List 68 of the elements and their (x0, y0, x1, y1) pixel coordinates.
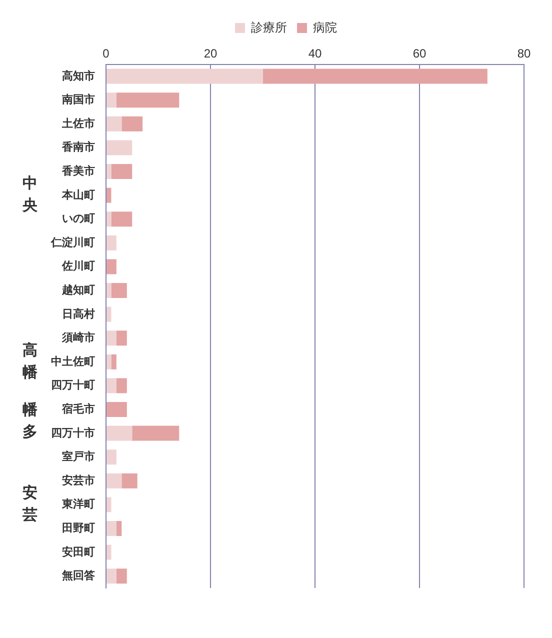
y-tick-label: 高知市 (62, 69, 95, 82)
bar (106, 116, 122, 132)
y-tick-label: 田野町 (62, 522, 95, 535)
y-tick-label: いの町 (62, 213, 95, 226)
y-tick-label: 東洋町 (61, 498, 95, 511)
x-tick-label: 80 (517, 46, 531, 61)
y-tick-label: 室戸市 (62, 450, 95, 464)
bar (106, 188, 112, 203)
bar (262, 68, 488, 84)
y-tick-label: 仁淀川町 (50, 236, 95, 249)
x-tick-label: 20 (204, 46, 218, 61)
bar (106, 164, 112, 179)
y-tick-label: 須崎市 (61, 331, 95, 344)
bar (116, 521, 122, 536)
y-tick-label: 四万十町 (51, 378, 95, 392)
bar (111, 354, 116, 370)
x-tick-label: 40 (308, 46, 322, 61)
bar (116, 568, 127, 584)
text: 高幡 (22, 340, 38, 381)
bar (106, 473, 122, 488)
x-tick-label: 0 (102, 46, 110, 61)
bar (106, 259, 116, 274)
bar (106, 544, 112, 560)
bar (111, 212, 132, 227)
x-tick-label: 60 (412, 46, 426, 61)
bar (116, 92, 180, 108)
y-tick-label: 本山町 (61, 188, 95, 202)
y-tick-label: 安芸市 (62, 474, 95, 487)
y-tick-label: 越知町 (61, 284, 95, 297)
text: 中央 (22, 174, 38, 214)
bar (106, 354, 112, 370)
legend-label: 病院 (313, 20, 337, 34)
bar (106, 497, 112, 512)
y-tick-label: 四万十市 (51, 426, 95, 440)
bar (106, 402, 127, 417)
bar (106, 330, 116, 346)
bar (106, 378, 116, 394)
text: 安芸 (22, 484, 38, 524)
bar (106, 306, 112, 322)
bar (116, 378, 127, 394)
bar (122, 473, 138, 488)
bar (106, 450, 116, 465)
y-tick-label: 香美市 (61, 164, 95, 178)
bar (106, 68, 263, 84)
bar (111, 164, 132, 179)
bar (106, 426, 132, 441)
y-tick-label: 日高村 (62, 307, 95, 320)
y-tick-label: 香南市 (61, 140, 95, 154)
y-tick-label: 南国市 (61, 93, 95, 106)
y-tick-label: 佐川町 (61, 260, 95, 273)
bar (106, 283, 112, 298)
bar (132, 426, 180, 441)
bar (116, 330, 127, 346)
y-tick-label: 土佐市 (61, 116, 95, 130)
bar (106, 212, 112, 227)
y-tick-label: 宿毛市 (61, 402, 95, 416)
y-tick-label: 安田町 (62, 545, 95, 558)
bar (122, 116, 143, 132)
y-tick-label: 中土佐町 (51, 354, 95, 368)
bar (106, 92, 116, 108)
legend-label: 診療所 (251, 20, 287, 34)
bar (111, 283, 127, 298)
text: 幡多 (22, 400, 38, 440)
bar (106, 235, 116, 250)
bar (106, 568, 116, 584)
bar (106, 140, 132, 156)
bar (106, 521, 116, 536)
y-tick-label: 無回答 (61, 569, 96, 582)
